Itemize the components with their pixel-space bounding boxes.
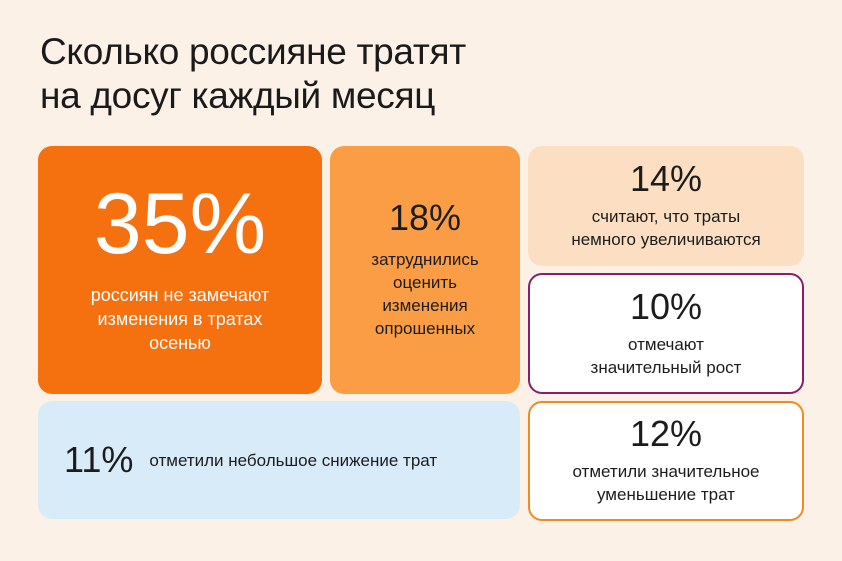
- stat-description: россиян не замечают изменения в тратах о…: [90, 285, 270, 353]
- stat-percent: 10%: [629, 285, 703, 327]
- stat-card-significant-decrease: 12% отметили значительное уменьшение тра…: [528, 401, 804, 521]
- stat-percent: 35%: [93, 176, 267, 272]
- stat-description: отмечают значительный рост: [590, 334, 742, 377]
- stat-card-slight-decrease: 11% отметили небольшое снижение трат: [38, 401, 520, 519]
- stat-percent: 12%: [629, 413, 703, 454]
- stat-card-undecided: 18% затруднились оценить изменения опрош…: [330, 146, 520, 394]
- stat-card-significant-increase: 10% отмечают значительный рост: [528, 273, 804, 394]
- title-line-1: Сколько россияне тратят: [40, 31, 466, 72]
- stat-description: отметили значительное уменьшение трат: [572, 462, 760, 504]
- stat-description: считают, что траты немного увеличиваются: [571, 207, 761, 249]
- stat-card-no-change: 35% россиян не замечают изменения в трат…: [38, 146, 322, 394]
- stat-description: отметили небольшое снижение трат: [149, 450, 438, 470]
- stat-percent: 14%: [629, 158, 703, 199]
- stat-description: затруднились оценить изменения опрошенны…: [371, 250, 479, 338]
- stat-percent: 11%: [64, 439, 134, 480]
- stat-percent: 18%: [388, 197, 462, 238]
- page-title: Сколько россияне тратят на досуг каждый …: [40, 30, 740, 118]
- title-line-2: на досуг каждый месяц: [40, 75, 436, 116]
- stat-card-slight-increase: 14% считают, что траты немного увеличива…: [528, 146, 804, 266]
